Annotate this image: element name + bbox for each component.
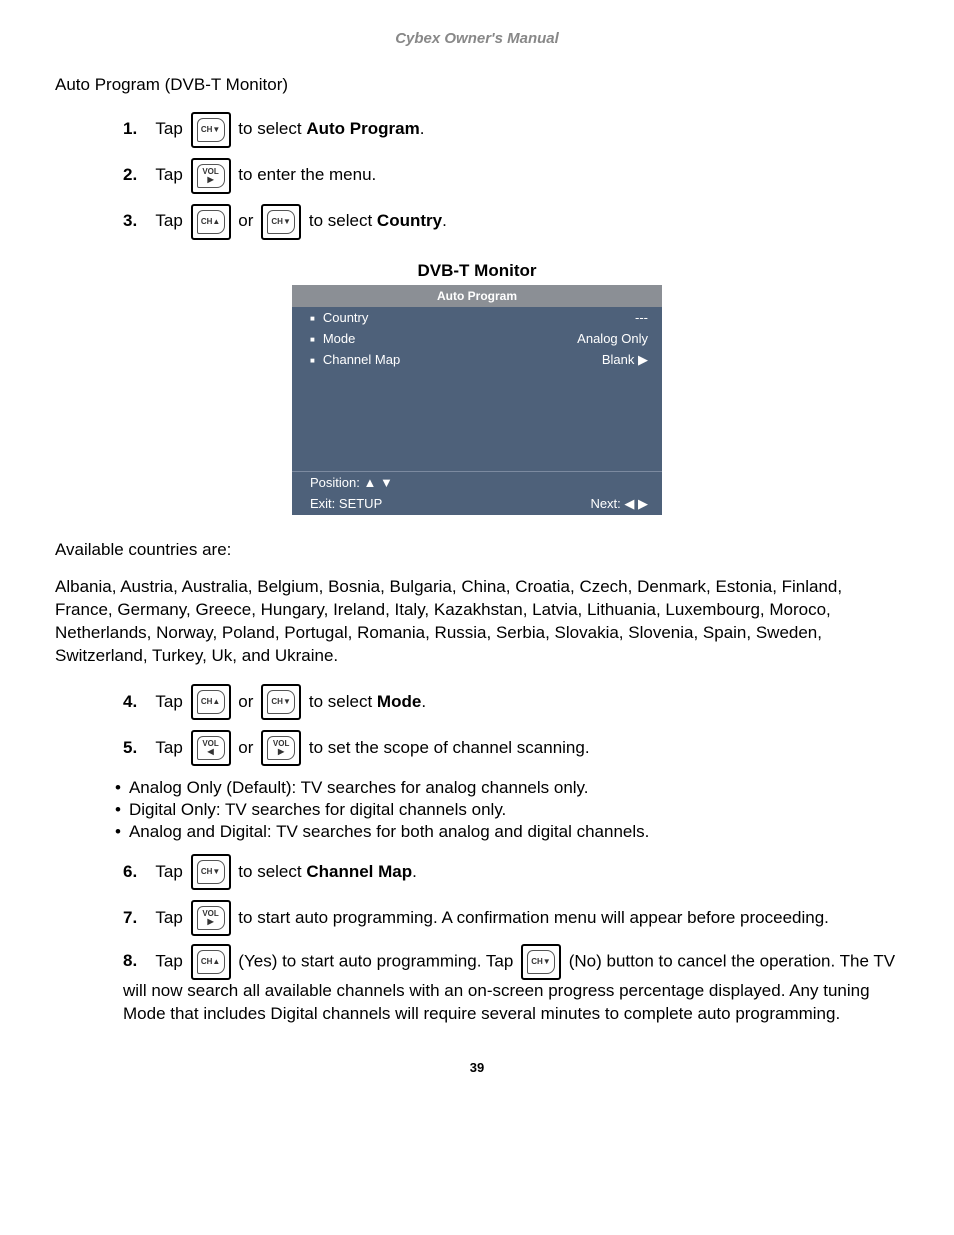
step-text: Tap: [155, 738, 187, 757]
ch-up-icon: CH▲: [191, 944, 231, 980]
mode-list: Analog Only (Default): TV searches for a…: [55, 778, 899, 842]
footer-position: Position: ▲ ▼: [310, 475, 393, 490]
row-label: Mode: [310, 331, 355, 346]
ch-down-icon: CH▼: [261, 204, 301, 240]
row-label: Country: [310, 310, 368, 325]
step-text: to select: [238, 862, 306, 881]
step-num: 3.: [123, 201, 143, 241]
row-value: Analog Only: [577, 331, 648, 346]
monitor-title: DVB-T Monitor: [292, 261, 662, 281]
monitor-screen: Auto Program Country --- Mode Analog Onl…: [292, 285, 662, 515]
monitor-spacer: [292, 371, 662, 471]
step-text: (Yes) to start auto programming. Tap: [238, 951, 518, 970]
step-text: to start auto programming. A confirmatio…: [238, 908, 829, 927]
manual-page: Cybex Owner's Manual Auto Program (DVB-T…: [0, 0, 954, 1115]
step-3: 3. Tap CH▲ or CH▼ to select Country.: [123, 201, 899, 241]
ch-down-icon: CH▼: [521, 944, 561, 980]
page-number: 39: [55, 1060, 899, 1075]
step-text: or: [238, 738, 258, 757]
step-num: 7.: [123, 898, 143, 938]
step-num: 6.: [123, 852, 143, 892]
step-text: .: [420, 119, 425, 138]
monitor-row: Channel Map Blank ▶: [292, 349, 662, 371]
monitor-row: Mode Analog Only: [292, 328, 662, 349]
step-text: .: [412, 862, 417, 881]
countries-intro: Available countries are:: [55, 539, 899, 562]
row-value: ---: [635, 310, 648, 325]
row-value: Blank ▶: [602, 352, 648, 368]
monitor-row: Country ---: [292, 307, 662, 328]
step-text: Tap: [155, 165, 187, 184]
row-label: Channel Map: [310, 352, 400, 368]
step-text: to select: [238, 119, 306, 138]
countries-list: Albania, Austria, Australia, Belgium, Bo…: [55, 576, 899, 668]
monitor-footer-row: Position: ▲ ▼: [292, 472, 662, 493]
step-text: Tap: [155, 692, 187, 711]
ch-up-icon: CH▲: [191, 204, 231, 240]
vol-right-icon: VOL ▶: [261, 730, 301, 766]
step-bold: Channel Map: [306, 862, 412, 881]
document-header: Cybex Owner's Manual: [55, 30, 899, 47]
step-6: 6. Tap CH▼ to select Channel Map.: [55, 852, 899, 892]
monitor-header: Auto Program: [292, 285, 662, 307]
section-title: Auto Program (DVB-T Monitor): [55, 75, 899, 95]
ch-down-icon: CH▼: [191, 854, 231, 890]
monitor-screenshot: DVB-T Monitor Auto Program Country --- M…: [292, 261, 662, 515]
step-text: or: [238, 211, 258, 230]
step-text: .: [442, 211, 447, 230]
monitor-footer: Position: ▲ ▼ Exit: SETUP Next: ◀ ▶: [292, 471, 662, 515]
step-text: Tap: [155, 951, 187, 970]
mode-item: Analog and Digital: TV searches for both…: [115, 822, 899, 842]
step-7: 7. Tap VOL ▶ to start auto programming. …: [55, 898, 899, 938]
step-bold: Auto Program: [306, 119, 419, 138]
vol-left-icon: VOL ◀: [191, 730, 231, 766]
step-text: or: [238, 692, 258, 711]
mode-item: Analog Only (Default): TV searches for a…: [115, 778, 899, 798]
ch-down-icon: CH▼: [191, 112, 231, 148]
step-text: Tap: [155, 211, 187, 230]
step-num: 4.: [123, 682, 143, 722]
step-bold: Mode: [377, 692, 421, 711]
step-text: .: [421, 692, 426, 711]
footer-next: Next: ◀ ▶: [590, 496, 648, 512]
step-text: to set the scope of channel scanning.: [309, 738, 590, 757]
step-8: 8. Tap CH▲ (Yes) to start auto programmi…: [55, 944, 899, 1026]
step-text: Tap: [155, 862, 187, 881]
step-num: 2.: [123, 155, 143, 195]
step-text: Tap: [155, 908, 187, 927]
ch-down-icon: CH▼: [261, 684, 301, 720]
step-text: to enter the menu.: [238, 165, 376, 184]
step-text: to select: [309, 211, 377, 230]
footer-exit: Exit: SETUP: [310, 496, 382, 512]
step-2: 2. Tap VOL ▶ to enter the menu.: [123, 155, 899, 195]
monitor-body: Country --- Mode Analog Only Channel Map…: [292, 307, 662, 471]
step-1: 1. Tap CH▼ to select Auto Program.: [123, 109, 899, 149]
vol-right-icon: VOL ▶: [191, 900, 231, 936]
step-num: 5.: [123, 728, 143, 768]
vol-right-icon: VOL ▶: [191, 158, 231, 194]
step-num: 1.: [123, 109, 143, 149]
step-4: 4. Tap CH▲ or CH▼ to select Mode.: [123, 682, 899, 722]
step-text: Tap: [155, 119, 187, 138]
ch-up-icon: CH▲: [191, 684, 231, 720]
mode-item: Digital Only: TV searches for digital ch…: [115, 800, 899, 820]
step-5: 5. Tap VOL ◀ or VOL ▶ to set the scope o…: [123, 728, 899, 768]
step-text: to select: [309, 692, 377, 711]
monitor-footer-row: Exit: SETUP Next: ◀ ▶: [292, 493, 662, 515]
step-num: 8.: [123, 950, 143, 973]
step-bold: Country: [377, 211, 442, 230]
